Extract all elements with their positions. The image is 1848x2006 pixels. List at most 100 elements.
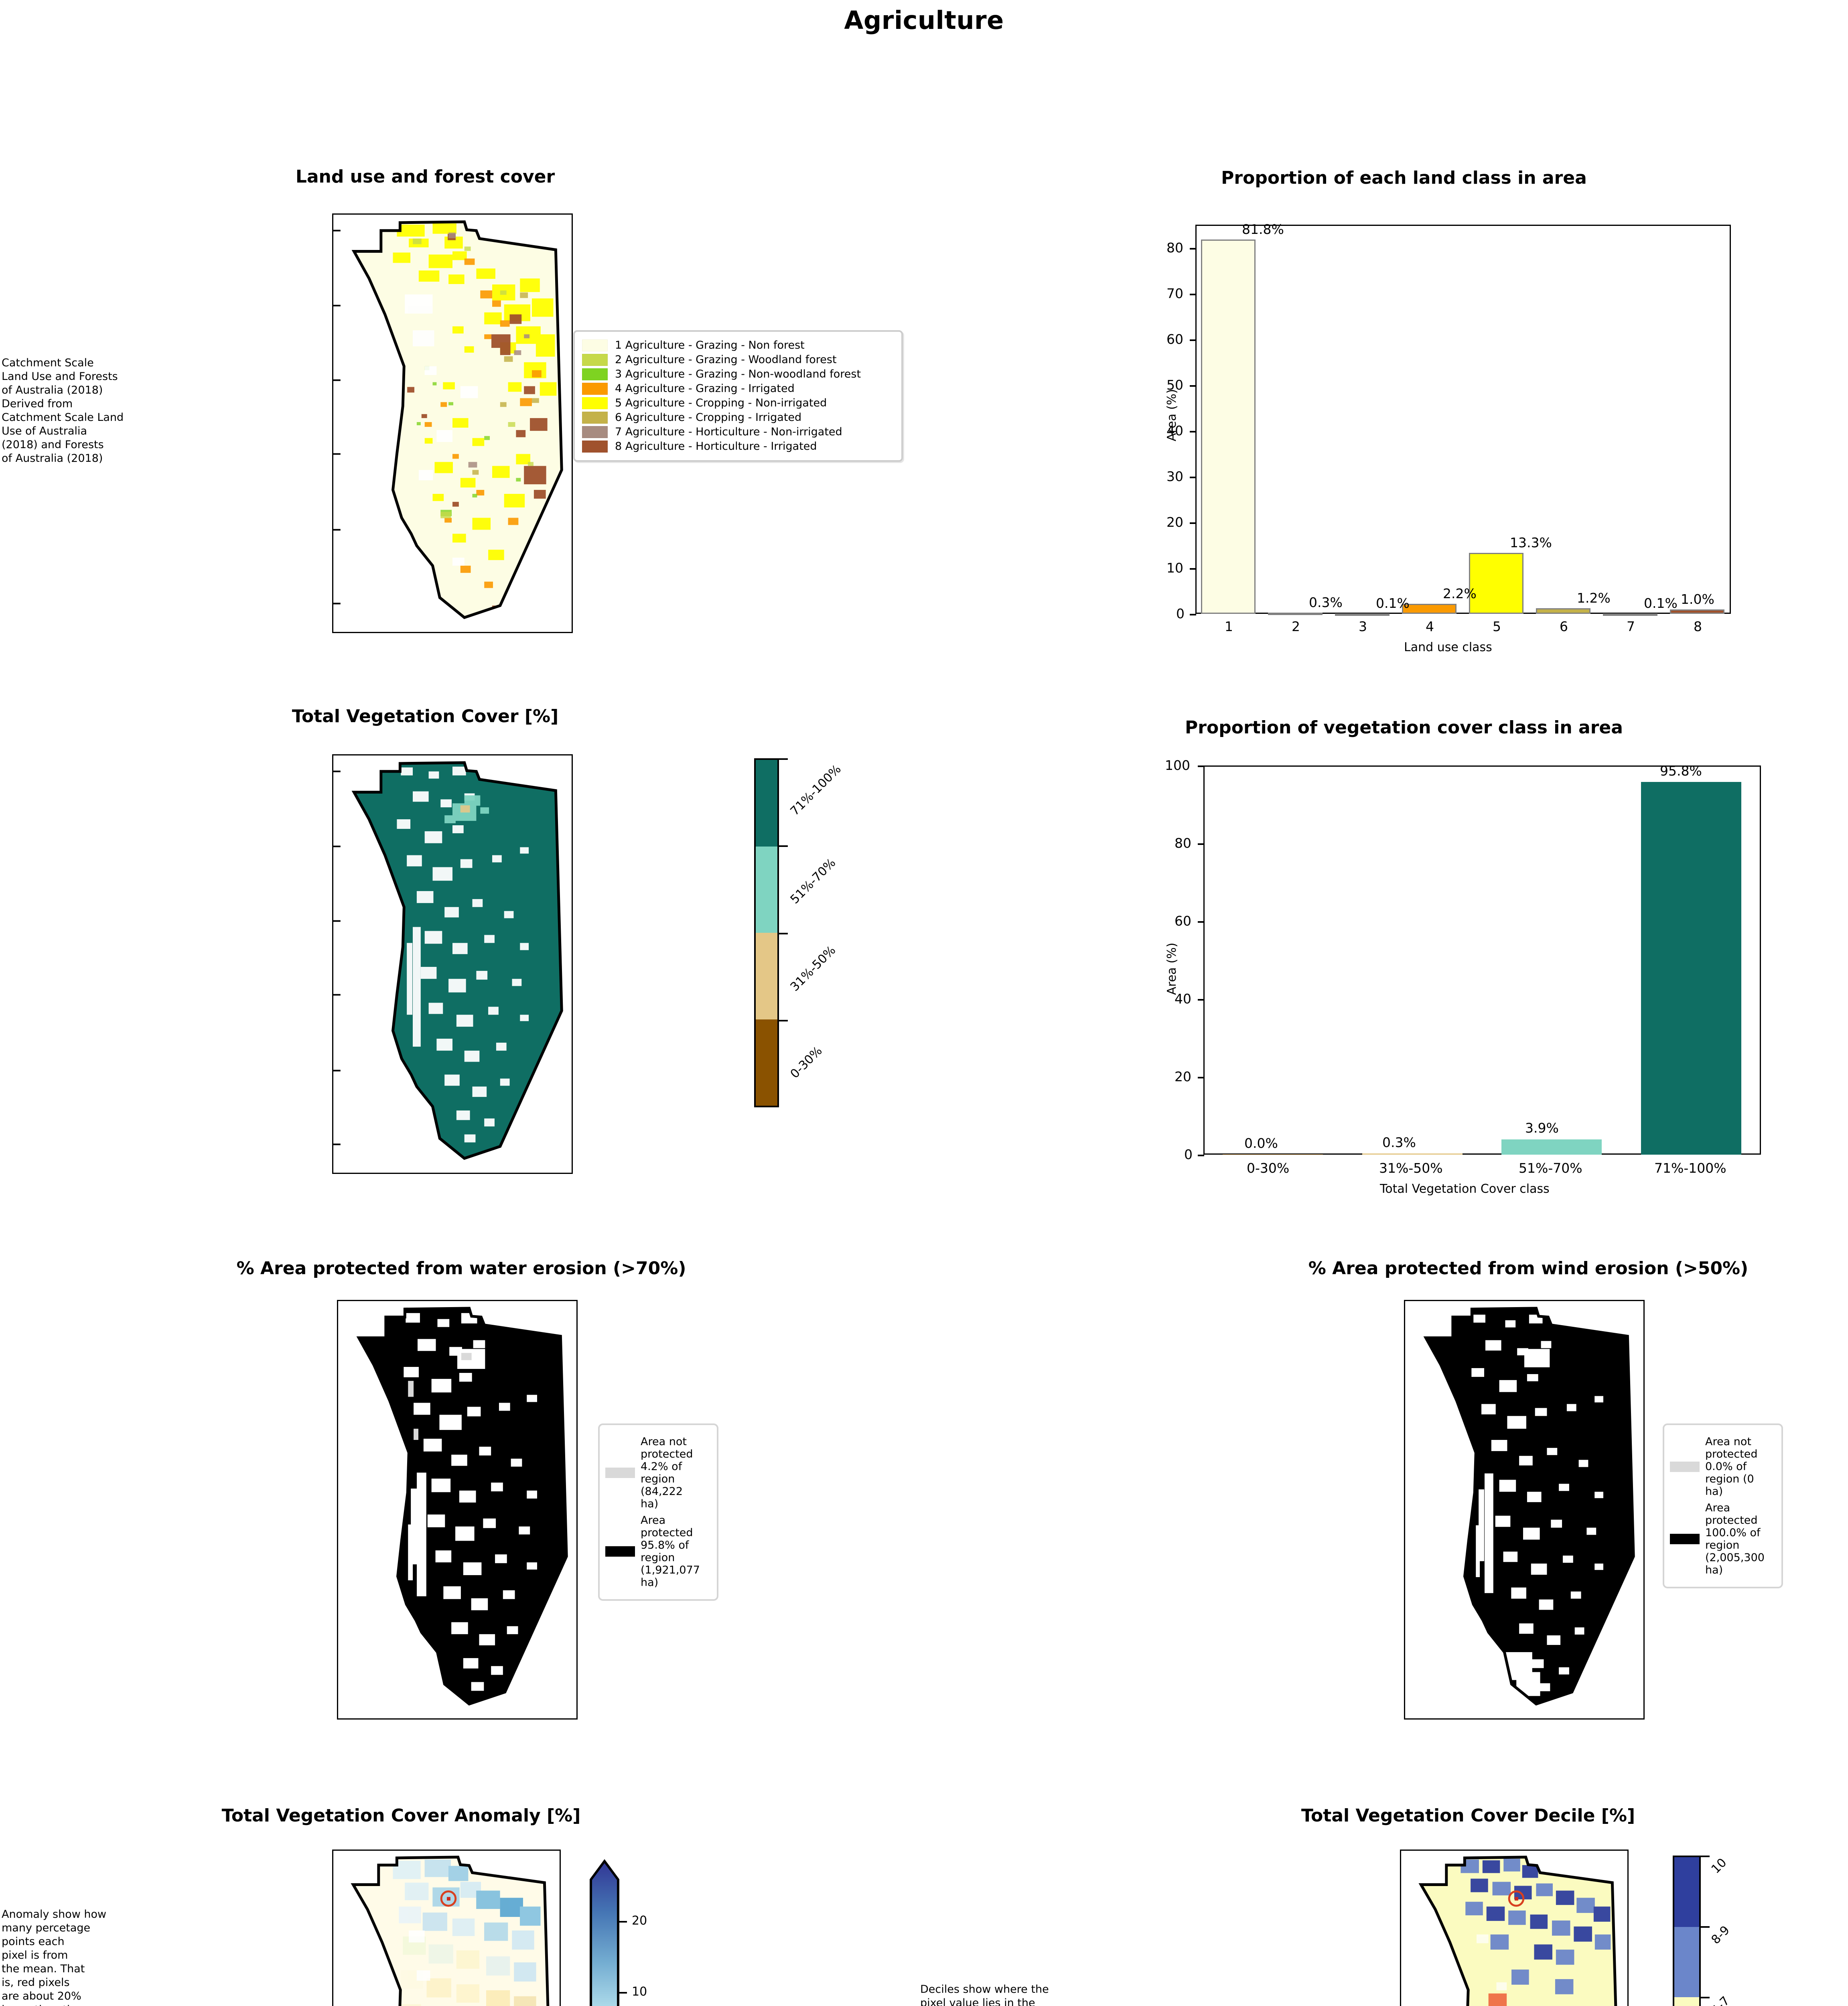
decile-tick-2 — [1701, 1997, 1710, 1998]
wind-label-not-protected: Area not protected 0.0% of region (0 ha) — [1705, 1435, 1758, 1498]
anomaly-tick-10 — [618, 1992, 627, 1994]
veg-ytick-mark-40 — [1198, 999, 1204, 1001]
veg-class-chart[interactable]: Area (%) 0 20 40 60 80 100 0.0% 0.3% 3.9… — [1155, 754, 1781, 1212]
water-swatch-not-protected — [605, 1468, 635, 1478]
veg-class-chart-title: Proportion of vegetation cover class in … — [1185, 717, 1623, 738]
ytick-60: 60 — [1166, 331, 1183, 347]
bar-class-3[interactable] — [1335, 613, 1390, 616]
ytick-mark-70 — [1190, 294, 1196, 295]
bar-class-5[interactable] — [1469, 553, 1523, 614]
land-class-chart[interactable]: Area (%) 0 10 20 30 40 50 60 70 80 81.8%… — [1155, 217, 1757, 666]
xtick-8: 8 — [1694, 619, 1702, 634]
ytick-40: 40 — [1166, 423, 1183, 439]
decile-colorbar-label-8-9: 8-9 — [1708, 1923, 1733, 1947]
water-legend-not-protected: Area not protected 4.2% of region (84,22… — [605, 1435, 711, 1510]
bar-class-7[interactable] — [1603, 613, 1657, 616]
legend-item: 7 Agriculture - Horticulture - Non-irrig… — [582, 426, 894, 439]
legend-swatch-8 — [582, 441, 608, 453]
decile-seg-4-7 — [1674, 1997, 1699, 2006]
anomaly-map[interactable] — [332, 1850, 561, 2006]
veg-cover-map[interactable] — [332, 754, 573, 1174]
anomaly-explanation-note: Anomaly show how many percetage points e… — [2, 1908, 107, 2006]
veg-colorbar-label-3: 31%-50% — [787, 943, 839, 994]
legend-item: 3 Agriculture - Grazing - Non-woodland f… — [582, 368, 894, 381]
veg-ytick-mark-80 — [1198, 843, 1204, 845]
land-use-legend: 1 Agriculture - Grazing - Non forest 2 A… — [573, 330, 903, 462]
wind-erosion-map-title: % Area protected from wind erosion (>50%… — [1308, 1258, 1749, 1279]
decile-seg-8-9 — [1674, 1927, 1699, 1997]
decile-map[interactable] — [1400, 1850, 1629, 2006]
ytick-mark-50 — [1190, 385, 1196, 387]
anomaly-colorbar-label-20: 20 — [632, 1914, 647, 1928]
ytick-80: 80 — [1166, 240, 1183, 256]
anomaly-colorbar: 20 10 0 −10 −20 — [588, 1856, 692, 2006]
decile-map-svg — [1418, 1856, 1618, 2006]
decile-seg-10 — [1674, 1857, 1699, 1927]
veg-seg-51-70 — [756, 846, 777, 933]
bar-value-6: 1.2% — [1577, 590, 1611, 606]
legend-item: 6 Agriculture - Cropping - Irrigated — [582, 411, 894, 424]
decile-explanation-note: Deciles show where the pixel value lies … — [920, 1983, 1049, 2006]
ytick-mark-20 — [1190, 522, 1196, 524]
veg-bar-value-1: 0.0% — [1244, 1135, 1278, 1151]
anomaly-map-title: Total Vegetation Cover Anomaly [%] — [221, 1805, 581, 1826]
veg-bar-0-30[interactable] — [1223, 1154, 1323, 1155]
wind-erosion-legend: Area not protected 0.0% of region (0 ha)… — [1663, 1423, 1783, 1588]
decile-map-title: Total Vegetation Cover Decile [%] — [1301, 1805, 1635, 1826]
land-use-map[interactable] — [332, 213, 573, 633]
bar-value-5: 13.3% — [1510, 535, 1552, 550]
bar-class-6[interactable] — [1536, 608, 1590, 614]
legend-swatch-6 — [582, 412, 608, 424]
xtick-2: 2 — [1292, 619, 1300, 634]
veg-ytick-20: 20 — [1175, 1069, 1191, 1084]
veg-cover-colorbar: 71%-100% 51%-70% 31%-50% 0-30% — [754, 758, 882, 1159]
bar-value-4: 2.2% — [1443, 586, 1477, 601]
bar-class-8[interactable] — [1670, 609, 1724, 614]
legend-item: 8 Agriculture - Horticulture - Irrigated — [582, 440, 894, 453]
wind-erosion-map[interactable] — [1404, 1300, 1645, 1720]
veg-ytick-80: 80 — [1175, 835, 1191, 851]
decile-colorbar-label-4-7: 4-7 — [1708, 1994, 1733, 2006]
bar-value-7: 0.1% — [1644, 595, 1678, 611]
veg-class-y-axis-label: Area (%) — [1165, 942, 1179, 995]
legend-item: 1 Agriculture - Grazing - Non forest — [582, 339, 894, 352]
ytick-mark-10 — [1190, 568, 1196, 570]
bar-class-2[interactable] — [1268, 613, 1323, 615]
page-title: Agriculture — [844, 6, 1004, 35]
ytick-mark-0 — [1190, 614, 1196, 615]
veg-bar-31-50[interactable] — [1362, 1153, 1463, 1155]
legend-label-3: 3 Agriculture - Grazing - Non-woodland f… — [615, 368, 861, 380]
xtick-4: 4 — [1426, 619, 1434, 634]
anomaly-tick-20 — [618, 1921, 627, 1923]
veg-colorbar-box — [754, 758, 779, 1107]
ytick-70: 70 — [1166, 286, 1183, 301]
water-erosion-map[interactable] — [337, 1300, 578, 1720]
veg-cover-map-svg — [333, 761, 563, 1160]
veg-ytick-mark-60 — [1198, 921, 1204, 923]
bar-class-4[interactable] — [1402, 604, 1456, 614]
wind-erosion-map-svg — [1423, 1307, 1635, 1706]
veg-tick-top — [779, 758, 788, 760]
bar-value-1: 81.8% — [1242, 221, 1284, 237]
legend-label-2: 2 Agriculture - Grazing - Woodland fores… — [615, 353, 837, 366]
veg-bar-71-100[interactable] — [1641, 782, 1741, 1155]
veg-bar-value-2: 0.3% — [1382, 1135, 1416, 1150]
veg-cover-map-title: Total Vegetation Cover [%] — [292, 706, 559, 727]
legend-swatch-1 — [582, 339, 608, 351]
legend-label-5: 5 Agriculture - Cropping - Non-irrigated — [615, 397, 827, 409]
veg-colorbar-label-2: 51%-70% — [787, 856, 839, 907]
veg-xtick-3: 51%-70% — [1519, 1160, 1582, 1176]
legend-swatch-7 — [582, 426, 608, 438]
bar-class-1[interactable] — [1201, 240, 1256, 614]
ytick-10: 10 — [1166, 560, 1183, 576]
land-use-map-title: Land use and forest cover — [295, 166, 555, 187]
decile-colorbar-box — [1673, 1856, 1701, 2006]
decile-colorbar-label-10: 10 — [1708, 1856, 1730, 1876]
water-swatch-protected — [605, 1546, 635, 1557]
ytick-mark-80 — [1190, 248, 1196, 250]
veg-bar-51-70[interactable] — [1501, 1139, 1602, 1155]
veg-ytick-mark-20 — [1198, 1077, 1204, 1078]
veg-ytick-40: 40 — [1175, 991, 1191, 1007]
xtick-1: 1 — [1225, 619, 1233, 634]
land-class-chart-title: Proportion of each land class in area — [1221, 168, 1587, 188]
